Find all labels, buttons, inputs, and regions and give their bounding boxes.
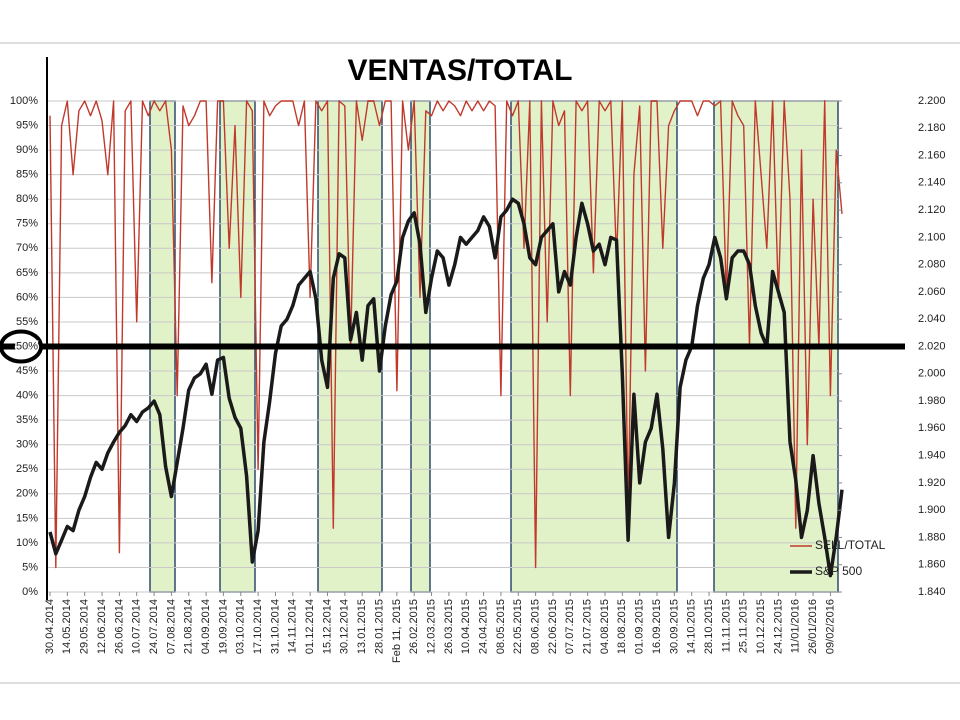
- x-tick-label: 26.03.2015: [443, 599, 455, 654]
- x-tick-label: 24.07.2014: [148, 599, 160, 654]
- y2-tick-label: 2.160: [918, 149, 946, 161]
- x-tick-label: 10.12.2015: [755, 599, 767, 654]
- reference-label: 50%: [16, 340, 38, 352]
- y2-tick-label: 2.040: [918, 313, 946, 325]
- y-tick-label: 90%: [16, 144, 38, 156]
- y-tick-label: 15%: [16, 512, 38, 524]
- x-tick-label: 13.01.2015: [356, 599, 368, 654]
- x-tick-label: 11/01/2016: [790, 599, 802, 653]
- x-tick-label: 28.10.2015: [703, 599, 715, 654]
- y-tick-label: 10%: [16, 537, 38, 549]
- y2-tick-label: 2.120: [918, 204, 946, 216]
- x-tick-label: 10.07.2014: [131, 599, 143, 654]
- x-tick-label: 12.03.2015: [425, 599, 437, 654]
- y2-tick-label: 2.000: [918, 368, 946, 380]
- x-tick-label: 12.06.2014: [96, 599, 108, 654]
- x-tick-label: 15.12.2014: [321, 599, 333, 654]
- x-tick-label: 16.09.2015: [651, 599, 663, 654]
- x-tick-label: 11.11.2015: [720, 599, 732, 652]
- y-tick-label: 70%: [16, 242, 38, 254]
- x-tick-label: 10.04.2015: [460, 599, 472, 654]
- x-tick-label: 31.10.2014: [269, 599, 281, 654]
- y-tick-label: 95%: [16, 119, 38, 131]
- x-tick-label: 08.06.2015: [530, 599, 542, 654]
- y-tick-label: 55%: [16, 316, 38, 328]
- x-tick-label: 22.05.2015: [512, 599, 524, 654]
- plot: [48, 100, 844, 578]
- y-tick-label: 80%: [16, 193, 38, 205]
- x-tick-label: 14.11.2014: [287, 599, 299, 653]
- x-tick-label: 18.08.2015: [616, 599, 628, 654]
- y-tick-label: 40%: [16, 390, 38, 402]
- x-tick-label: 22.06.2015: [547, 599, 559, 654]
- y2-tick-label: 2.200: [918, 95, 946, 107]
- y-tick-label: 65%: [16, 267, 38, 279]
- index-line: [48, 197, 844, 578]
- x-tick-label: 30.04.2014: [44, 599, 56, 654]
- y-tick-label: 20%: [16, 488, 38, 500]
- y-tick-label: 100%: [10, 95, 38, 107]
- x-tick-label: 01.12.2014: [304, 599, 316, 654]
- reference-circle: [0, 329, 43, 364]
- x-tick-label: 03.10.2014: [235, 599, 247, 654]
- x-tick-label: 14.10.2015: [686, 599, 698, 654]
- y2-tick-label: 2.140: [918, 177, 946, 189]
- x-tick-label: 14.05.2014: [61, 599, 73, 654]
- x-tick-label: 30.12.2014: [339, 599, 351, 654]
- x-tick-label: 24.04.2015: [477, 599, 489, 654]
- x-tick-label: 17.10.2014: [252, 599, 264, 654]
- x-tick-label: 26/01/2016: [807, 599, 819, 654]
- legend-label: SELL/TOTAL: [815, 538, 886, 552]
- x-tick-label: 26.02.2015: [408, 599, 420, 654]
- x-tick-label: 24.12.2015: [772, 599, 784, 654]
- y-tick-label: 45%: [16, 365, 38, 377]
- y-tick-label: 35%: [16, 414, 38, 426]
- y-tick-label: 85%: [16, 169, 38, 181]
- chart-title: VENTAS/TOTAL: [348, 54, 573, 87]
- y-tick-label: 0%: [22, 586, 38, 598]
- x-tick-label: 30.09.2015: [668, 599, 680, 654]
- x-tick-label: 07.08.2014: [165, 599, 177, 654]
- x-tick-label: 09/02/2016: [824, 599, 836, 654]
- y2-tick-label: 1.960: [918, 422, 946, 434]
- x-tick-label: 26.06.2014: [113, 599, 125, 654]
- x-tick-label: 21.07.2015: [582, 599, 594, 654]
- x-tick-label: 25.11.2015: [738, 599, 750, 653]
- y2-tick-label: 1.900: [918, 504, 946, 516]
- y-tick-label: 75%: [16, 218, 38, 230]
- x-tick-label: 19.09.2014: [217, 599, 229, 654]
- x-tick-label: Feb 11, 2015: [391, 599, 403, 663]
- x-tick-label: 04.09.2014: [200, 599, 212, 654]
- ratio-line: [49, 100, 843, 569]
- y2-tick-label: 1.860: [918, 559, 946, 571]
- y2-tick-label: 2.080: [918, 259, 946, 271]
- x-tick-label: 29.05.2014: [79, 599, 91, 654]
- x-tick-label: 21.08.2014: [183, 599, 195, 654]
- y2-tick-label: 2.060: [918, 286, 946, 298]
- legend-label: S&P 500: [815, 564, 862, 578]
- y2-tick-label: 1.940: [918, 450, 946, 462]
- y2-tick-label: 2.180: [918, 122, 946, 134]
- x-tick-label: 08.05.2015: [495, 599, 507, 654]
- y2-tick-label: 1.840: [918, 586, 946, 598]
- y-tick-label: 5%: [22, 561, 38, 573]
- y2-tick-label: 2.020: [918, 340, 946, 352]
- y2-tick-label: 1.880: [918, 531, 946, 543]
- x-tick-label: 28.01.2015: [373, 599, 385, 654]
- x-tick-label: 04.08.2015: [599, 599, 611, 654]
- y-tick-label: 30%: [16, 439, 38, 451]
- x-tick-label: 01.09.2015: [634, 599, 646, 654]
- y2-tick-label: 1.920: [918, 477, 946, 489]
- y-tick-label: 25%: [16, 463, 38, 475]
- x-tick-label: 07.07.2015: [564, 599, 576, 654]
- legend: SELL/TOTAL S&P 500: [790, 538, 886, 578]
- y2-tick-label: 1.980: [918, 395, 946, 407]
- y-tick-label: 60%: [16, 291, 38, 303]
- y2-tick-label: 2.100: [918, 231, 946, 243]
